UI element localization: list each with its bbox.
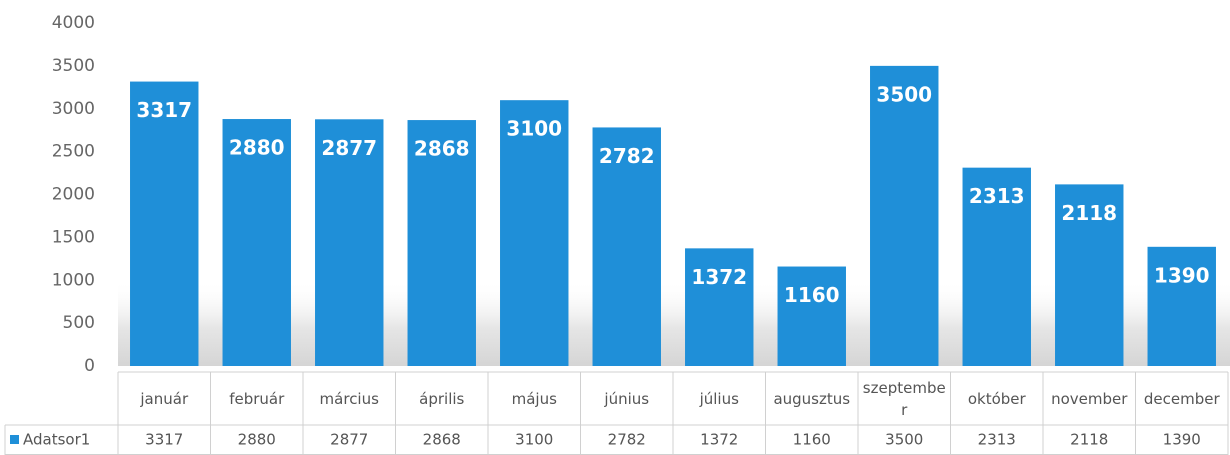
x-tick-label: január [140, 389, 189, 408]
bar [685, 248, 754, 366]
data-label: 1160 [784, 283, 840, 307]
data-label: 1372 [691, 265, 747, 289]
legend-swatch [10, 435, 19, 444]
x-tick-label: október [967, 389, 1026, 408]
y-tick-label: 2500 [52, 142, 95, 162]
y-tick-label: 3000 [52, 99, 95, 119]
y-tick-label: 0 [84, 356, 95, 376]
data-label: 2877 [321, 136, 377, 160]
x-tick-label: április [419, 389, 465, 408]
x-tick-label: szeptember [862, 378, 946, 419]
table-value: 3317 [145, 431, 183, 449]
table-value: 1390 [1163, 431, 1201, 449]
table-value: 2880 [238, 431, 276, 449]
x-tick-cell: július [699, 389, 739, 408]
data-label: 2118 [1061, 201, 1117, 225]
table-value: 2877 [330, 431, 368, 449]
table-value: 2782 [608, 431, 646, 449]
x-tick-label: február [229, 389, 285, 408]
table-value: 2868 [423, 431, 461, 449]
bar [1055, 184, 1124, 366]
data-label: 2868 [414, 137, 470, 161]
data-label: 3317 [136, 98, 192, 122]
x-tick-label: november [1051, 389, 1128, 408]
x-tick-cell: január [140, 389, 189, 408]
y-tick-label: 1000 [52, 270, 95, 290]
bar [130, 81, 199, 366]
legend-label: Adatsor1 [23, 431, 90, 449]
x-tick-cell: november [1051, 389, 1128, 408]
bar [1147, 246, 1216, 366]
bar [315, 119, 384, 367]
table-value: 2118 [1070, 431, 1108, 449]
table-value: 1372 [700, 431, 738, 449]
x-tick-label: június [604, 389, 650, 408]
x-tick-cell: május [511, 389, 557, 408]
bar [407, 120, 476, 366]
y-tick-label: 2000 [52, 185, 95, 205]
x-tick-label: május [511, 389, 557, 408]
data-label: 2782 [599, 144, 655, 168]
table-value: 2313 [978, 431, 1016, 449]
x-tick-cell: június [604, 389, 650, 408]
bar [870, 65, 939, 366]
x-tick-cell: október [967, 389, 1026, 408]
bar [592, 127, 661, 366]
y-tick-label: 1500 [52, 227, 95, 247]
y-tick-label: 3500 [52, 56, 95, 76]
table-value: 1160 [793, 431, 831, 449]
data-label: 2880 [229, 136, 285, 160]
x-tick-label: július [699, 389, 739, 408]
x-tick-cell: szeptember [862, 378, 946, 419]
bar [777, 266, 846, 366]
bar [962, 167, 1031, 366]
x-tick-label: március [319, 389, 379, 408]
x-tick-cell: augusztus [773, 389, 851, 408]
bar [500, 100, 569, 367]
table-value: 3100 [515, 431, 553, 449]
x-tick-cell: március [319, 389, 379, 408]
data-label: 2313 [969, 184, 1025, 208]
plot-shading [118, 280, 1230, 366]
x-tick-cell: december [1143, 389, 1220, 408]
table-value: 3500 [885, 431, 923, 449]
y-tick-label: 4000 [52, 13, 95, 33]
data-label: 3100 [506, 117, 562, 141]
x-tick-label: december [1143, 389, 1220, 408]
x-tick-label: augusztus [773, 389, 851, 408]
bar [222, 119, 291, 366]
data-label: 3500 [876, 82, 932, 106]
x-tick-cell: február [229, 389, 285, 408]
x-tick-cell: április [419, 389, 465, 408]
data-label: 1390 [1154, 263, 1210, 287]
y-tick-label: 500 [63, 313, 95, 333]
